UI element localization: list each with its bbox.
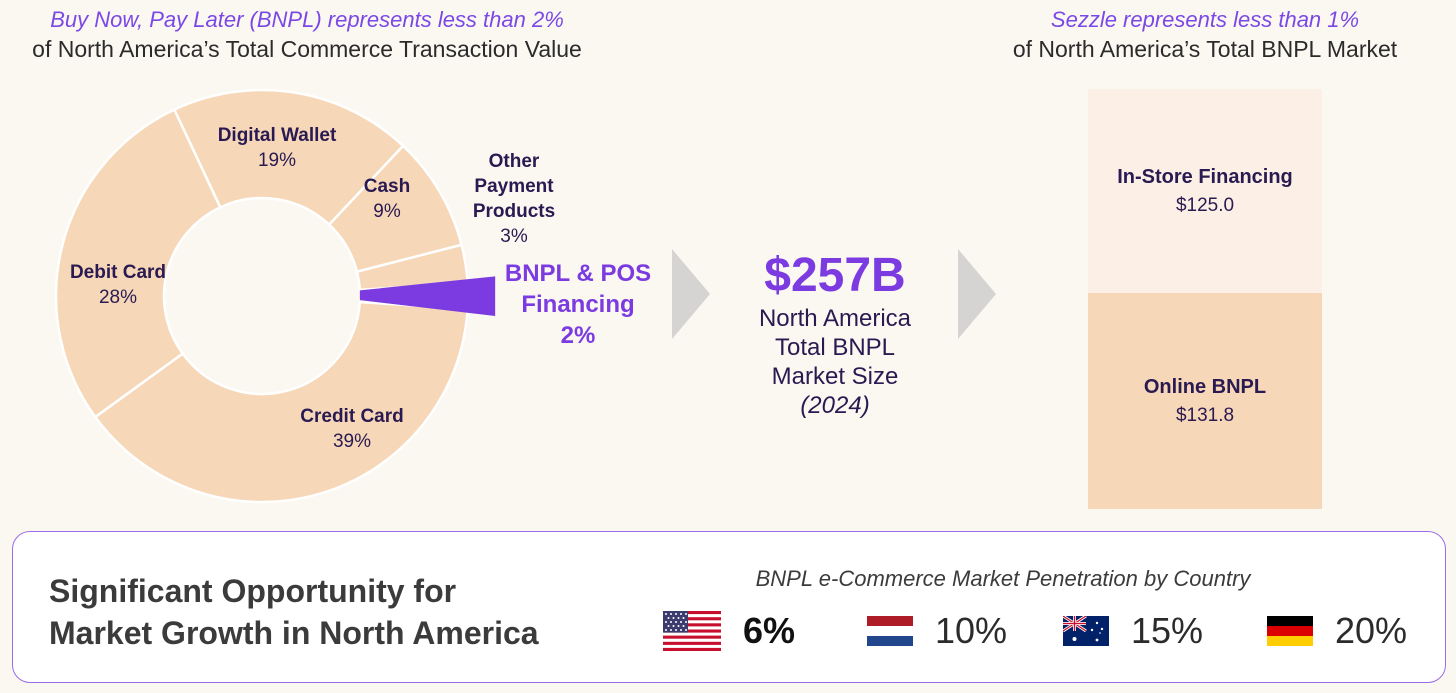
label-cash: Cash 9% xyxy=(347,174,427,224)
opportunity-banner: Significant Opportunity for Market Growt… xyxy=(12,531,1446,683)
label-digital-wallet-name: Digital Wallet xyxy=(217,125,337,146)
netherlands-flag-icon xyxy=(867,616,913,646)
label-debit-card: Debit Card 28% xyxy=(48,260,188,310)
label-bnpl-line1: BNPL & POS xyxy=(504,260,652,287)
label-bnpl-value: 2% xyxy=(560,322,596,349)
label-bnpl-line2: Financing xyxy=(521,291,635,318)
slice-debit-card xyxy=(54,107,222,419)
country-australia: 15% xyxy=(1063,608,1203,654)
bar-segment-in-store-financing: In-Store Financing $125.0 xyxy=(1088,89,1322,294)
australia-flag-icon xyxy=(1063,616,1109,646)
slice-bnpl-pos-financing xyxy=(359,276,496,316)
label-other-value: 3% xyxy=(500,226,528,247)
label-digital-wallet: Digital Wallet 19% xyxy=(200,123,354,173)
slice-digital-wallet xyxy=(172,88,405,227)
arrow-right-icon xyxy=(672,249,710,339)
us-flag-icon xyxy=(663,611,721,651)
market-size-line1: North America xyxy=(758,305,912,332)
market-size-value: $257B xyxy=(764,249,906,302)
in-store-name: In-Store Financing xyxy=(1117,166,1293,189)
label-other-name-3: Products xyxy=(472,201,556,222)
penetration-title: BNPL e-Commerce Market Penetration by Co… xyxy=(755,566,1251,591)
bar-segment-online-bnpl: Online BNPL $131.8 xyxy=(1088,293,1322,509)
banner-title-line1: Significant Opportunity for xyxy=(49,573,457,609)
online-value: $131.8 xyxy=(1175,405,1235,427)
germany-penetration-value: 20% xyxy=(1335,610,1408,651)
us-penetration-value: 6% xyxy=(743,610,796,651)
label-debit-name: Debit Card xyxy=(69,262,167,283)
australia-penetration-value: 15% xyxy=(1131,610,1204,651)
online-name: Online BNPL xyxy=(1143,376,1267,399)
label-cash-value: 9% xyxy=(373,201,401,222)
right-header-text: of North America’s Total BNPL Market xyxy=(1012,36,1398,62)
banner-title: Significant Opportunity for Market Growt… xyxy=(49,570,609,654)
label-digital-wallet-value: 19% xyxy=(257,150,297,171)
in-store-value: $125.0 xyxy=(1175,195,1235,217)
germany-flag-icon xyxy=(1267,616,1313,646)
right-header-italic: Sezzle represents less than 1% xyxy=(1050,7,1360,32)
left-header-text: of North America’s Total Commerce Transa… xyxy=(32,36,582,62)
label-credit-card: Credit Card 39% xyxy=(272,404,432,454)
label-other-name-2: Payment xyxy=(474,176,554,197)
country-germany: 20% xyxy=(1267,608,1407,654)
slice-credit-card xyxy=(93,300,469,504)
left-header-italic: Buy Now, Pay Later (BNPL) represents les… xyxy=(50,7,564,32)
country-us: 6% xyxy=(663,608,795,654)
market-size-year: (2024) xyxy=(800,392,870,419)
market-size-line2: Total BNPL xyxy=(774,334,896,361)
left-header: Buy Now, Pay Later (BNPL) represents les… xyxy=(0,6,614,64)
country-netherlands: 10% xyxy=(867,608,1007,654)
bnpl-market-stacked-bar: In-Store Financing $125.0 Online BNPL $1… xyxy=(1088,89,1322,509)
label-credit-value: 39% xyxy=(332,431,372,452)
netherlands-penetration-value: 10% xyxy=(935,610,1008,651)
banner-title-line2: Market Growth in North America xyxy=(49,615,539,651)
payment-methods-donut-chart xyxy=(54,88,496,504)
label-bnpl-pos-financing: BNPL & POS Financing 2% xyxy=(490,258,666,351)
label-other-name-1: Other xyxy=(488,151,540,172)
label-cash-name: Cash xyxy=(363,176,411,197)
market-size-line3: Market Size xyxy=(771,363,899,390)
market-size-block: $257B North America Total BNPL Market Si… xyxy=(720,248,950,420)
right-header: Sezzle represents less than 1% of North … xyxy=(990,6,1420,64)
label-debit-value: 28% xyxy=(98,287,138,308)
arrow-right-icon xyxy=(958,249,996,339)
label-credit-name: Credit Card xyxy=(300,406,404,427)
label-other-payment-products: Other Payment Products 3% xyxy=(459,149,569,249)
